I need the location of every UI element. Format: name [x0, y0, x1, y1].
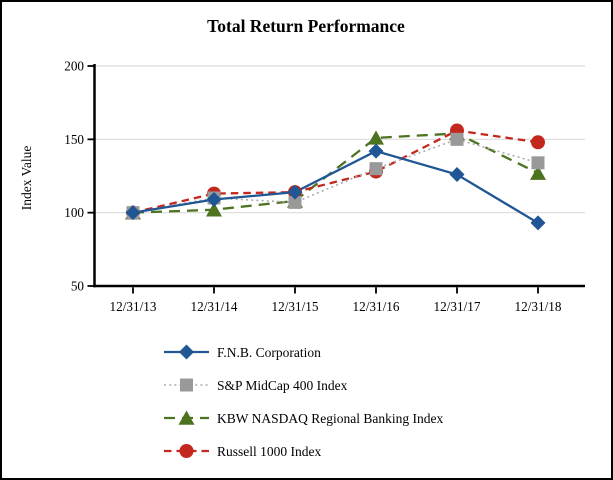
legend-label: S&P MidCap 400 Index [217, 378, 348, 393]
legend-label: F.N.B. Corporation [217, 345, 321, 360]
legend-item: Russell 1000 Index [164, 444, 321, 459]
data-point-marker [530, 165, 546, 180]
y-tick-label: 200 [64, 59, 84, 74]
series-line [132, 149, 539, 224]
x-tick-label: 12/31/15 [272, 299, 319, 314]
data-point-marker [450, 132, 464, 146]
x-tick-label: 12/31/13 [110, 299, 157, 314]
data-point-marker [530, 215, 546, 231]
legend-item: F.N.B. Corporation [164, 344, 321, 360]
legend-label: Russell 1000 Index [217, 444, 321, 459]
data-point-marker [369, 162, 383, 176]
y-axis-title: Index Value [19, 146, 34, 211]
axes [87, 64, 585, 294]
series-line [132, 138, 539, 214]
gridlines [95, 65, 585, 214]
data-point-marker [288, 195, 302, 209]
y-tick-label: 50 [71, 279, 85, 294]
x-tick-label: 12/31/16 [353, 299, 400, 314]
chart-title: Total Return Performance [207, 16, 405, 36]
data-series [125, 123, 546, 231]
data-point-marker [368, 143, 384, 159]
y-tick-label: 150 [64, 132, 84, 147]
axis-labels: 50 100 150 200 12/31/13 12/31/14 12/31/15 12/31… [64, 59, 562, 315]
series-line [132, 129, 539, 214]
x-tick-label: 12/31/18 [515, 299, 562, 314]
legend-item: KBW NASDAQ Regional Banking Index [164, 410, 443, 426]
data-point-marker [206, 191, 222, 207]
data-point-marker [531, 156, 545, 170]
data-point-marker [206, 202, 222, 217]
data-point-marker [125, 205, 141, 221]
data-point-marker [368, 130, 384, 145]
legend: F.N.B. Corporation S&P MidCap 400 Index KB… [164, 344, 443, 459]
y-tick-label: 100 [64, 205, 84, 220]
legend-marker [180, 378, 193, 392]
data-point-marker [531, 135, 545, 150]
legend-marker [179, 344, 194, 360]
x-tick-label: 12/31/17 [434, 299, 481, 314]
series-line [132, 132, 539, 214]
legend-marker [178, 410, 195, 425]
legend-label: KBW NASDAQ Regional Banking Index [217, 411, 443, 426]
x-tick-label: 12/31/14 [191, 299, 238, 314]
legend-marker [179, 444, 194, 458]
data-point-marker [449, 167, 465, 183]
legend-item: S&P MidCap 400 Index [164, 378, 348, 393]
data-point-marker [287, 184, 303, 200]
